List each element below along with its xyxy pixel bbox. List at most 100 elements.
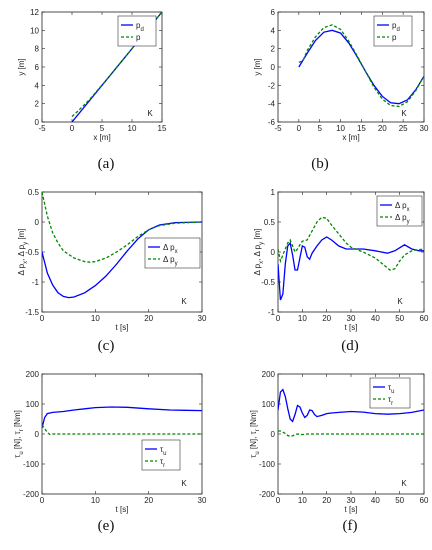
x-tick-label: 0	[276, 496, 281, 505]
y-tick-label: 10	[30, 26, 39, 35]
panel-e: 0 10 20 30 -200 -100 0 100 200 t [s] τu [N], τr [N…	[13, 370, 207, 534]
legend-entry: p	[392, 33, 397, 42]
y-tick-label: 0	[35, 118, 40, 127]
x-axis-label: t [s]	[116, 323, 129, 332]
x-tick-label: 10	[336, 124, 345, 133]
legend-box	[373, 15, 413, 47]
legend: Δ pxΔ py	[376, 195, 423, 227]
panel-b: -5 0 5 10 15 20 25 30 -6 -4 -2 0 2 4 6 x [m] y [m] pdp K (b…	[253, 8, 429, 172]
y-tick-label: 1	[271, 188, 276, 197]
x-tick-label: 40	[371, 496, 380, 505]
legend-entry: τu	[160, 445, 167, 457]
series-line-secondary	[298, 24, 424, 108]
k-annotation: K	[397, 297, 403, 306]
y-tick-label: 12	[30, 8, 39, 17]
y-tick-label: 4	[271, 26, 276, 35]
y-tick-label: -0.5	[261, 278, 275, 287]
y-tick-label: 0.5	[28, 188, 40, 197]
y-axis-label: τu [N], τr [Nm]	[13, 410, 25, 458]
panel-label: (b)	[311, 156, 329, 172]
y-tick-label: -2	[268, 81, 276, 90]
y-tick-label: 0	[271, 430, 276, 439]
series-line-secondary	[42, 424, 202, 436]
y-tick-label: -6	[268, 118, 276, 127]
x-tick-label: 20	[322, 314, 331, 323]
x-tick-label: 10	[298, 314, 307, 323]
legend: pdp	[117, 15, 157, 47]
y-tick-label: 2	[271, 45, 276, 54]
x-tick-label: 5	[317, 124, 322, 133]
x-tick-label: 15	[158, 124, 167, 133]
x-axis-label: t [s]	[345, 505, 358, 514]
panel-label: (d)	[341, 338, 359, 354]
series-line-secondary	[71, 12, 162, 117]
y-tick-label: -1.5	[25, 308, 39, 317]
series-line-primary	[42, 406, 202, 429]
k-annotation: K	[147, 109, 153, 118]
x-tick-label: 60	[420, 496, 429, 505]
x-tick-label: 30	[347, 314, 356, 323]
legend-entry: τr	[160, 457, 165, 469]
k-annotation: K	[181, 297, 187, 306]
x-tick-label: 30	[198, 496, 207, 505]
y-tick-label: -4	[268, 100, 276, 109]
panel-label: (a)	[98, 156, 115, 172]
x-tick-label: 20	[144, 496, 153, 505]
x-tick-label: 15	[357, 124, 366, 133]
series-line-primary	[278, 388, 424, 423]
y-axis-label: Δ px, Δ py [m]	[17, 229, 29, 276]
x-tick-label: 20	[378, 124, 387, 133]
y-axis-label: τu [N], τr [Nm]	[249, 410, 261, 458]
y-tick-label: 100	[26, 400, 40, 409]
x-tick-label: 10	[298, 496, 307, 505]
y-tick-label: 2	[35, 100, 40, 109]
y-tick-label: 8	[35, 45, 40, 54]
k-annotation: K	[401, 479, 407, 488]
legend: pdp	[373, 15, 413, 47]
x-tick-label: 20	[144, 314, 153, 323]
x-tick-label: 0	[297, 124, 302, 133]
x-tick-label: 0	[276, 314, 281, 323]
y-axis-label: y [m]	[17, 58, 26, 75]
k-annotation: K	[181, 479, 187, 488]
y-axis-label: y [m]	[253, 58, 262, 75]
y-tick-label: 0	[35, 430, 40, 439]
x-tick-label: 30	[198, 314, 207, 323]
x-tick-label: 30	[420, 124, 429, 133]
legend-entry: Δ py	[395, 213, 410, 225]
panel-c: 0 10 20 30 -1.5 -1 -0.5 0 0.5 t [s] Δ px, Δ py [m]…	[17, 188, 207, 354]
y-tick-label: -200	[23, 490, 40, 499]
x-tick-label: 25	[399, 124, 408, 133]
y-tick-label: 0	[35, 218, 40, 227]
legend-box	[141, 439, 181, 471]
y-axis-label: Δ px, Δ py [m]	[253, 229, 265, 276]
y-tick-label: 4	[35, 81, 40, 90]
x-tick-label: 60	[420, 314, 429, 323]
y-tick-label: 6	[35, 63, 40, 72]
legend-entry: Δ py	[163, 255, 178, 267]
legend-entry: τr	[388, 395, 393, 407]
x-tick-label: 0	[70, 124, 75, 133]
x-tick-label: 10	[91, 314, 100, 323]
x-tick-label: 50	[395, 314, 404, 323]
x-axis-label: x [m]	[93, 133, 110, 142]
legend-entry: pd	[136, 21, 144, 33]
x-tick-label: -5	[274, 124, 282, 133]
y-tick-label: 6	[271, 8, 276, 17]
panel-label: (f)	[343, 518, 358, 534]
legend-box	[117, 15, 157, 47]
y-tick-label: 0	[271, 248, 276, 257]
y-tick-label: -100	[259, 460, 276, 469]
x-axis-label: t [s]	[345, 323, 358, 332]
legend-box	[144, 237, 201, 269]
k-annotation: K	[401, 109, 407, 118]
y-tick-label: -1	[32, 278, 40, 287]
legend: Δ pxΔ py	[144, 237, 201, 269]
x-tick-label: 40	[371, 314, 380, 323]
y-tick-label: 200	[262, 370, 276, 379]
x-tick-label: 0	[40, 496, 45, 505]
